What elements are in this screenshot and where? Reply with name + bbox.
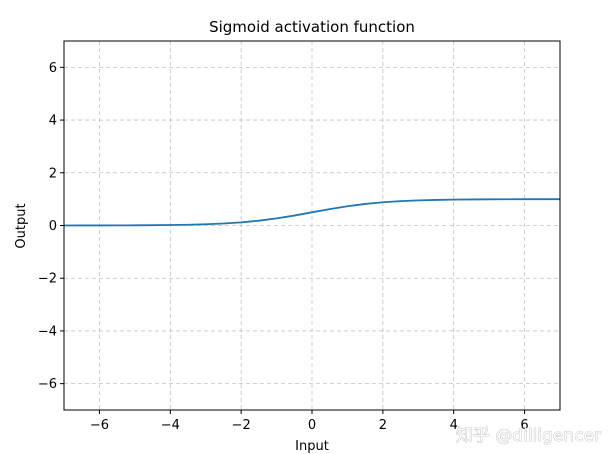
watermark: 知乎 @dilligencer [456,426,601,446]
y-axis: −6 −4 −2 0 2 4 6 [38,61,64,392]
x-tick-label: −4 [161,418,180,433]
y-axis-label: Output [14,203,29,248]
grid [64,41,560,410]
y-tick-label: −2 [38,272,57,287]
y-tick-label: −4 [38,324,57,339]
y-tick-label: 4 [49,114,57,129]
y-tick-label: −6 [38,377,57,392]
x-tick-label: 6 [520,418,528,433]
x-tick-label: 0 [308,418,316,433]
x-axis-label: Input [295,439,329,454]
sigmoid-curve [63,198,561,227]
chart-title: Sigmoid activation function [209,18,415,36]
x-tick-label: 4 [450,418,458,433]
x-tick-label: −6 [90,418,109,433]
y-tick-label: 2 [49,166,57,181]
y-tick-label: 0 [49,219,57,234]
y-tick-label: 6 [49,61,57,76]
x-tick-label: 2 [379,418,387,433]
x-axis: −6 −4 −2 0 2 4 6 [90,410,529,433]
series-layer [63,198,561,227]
x-tick-label: −2 [232,418,251,433]
